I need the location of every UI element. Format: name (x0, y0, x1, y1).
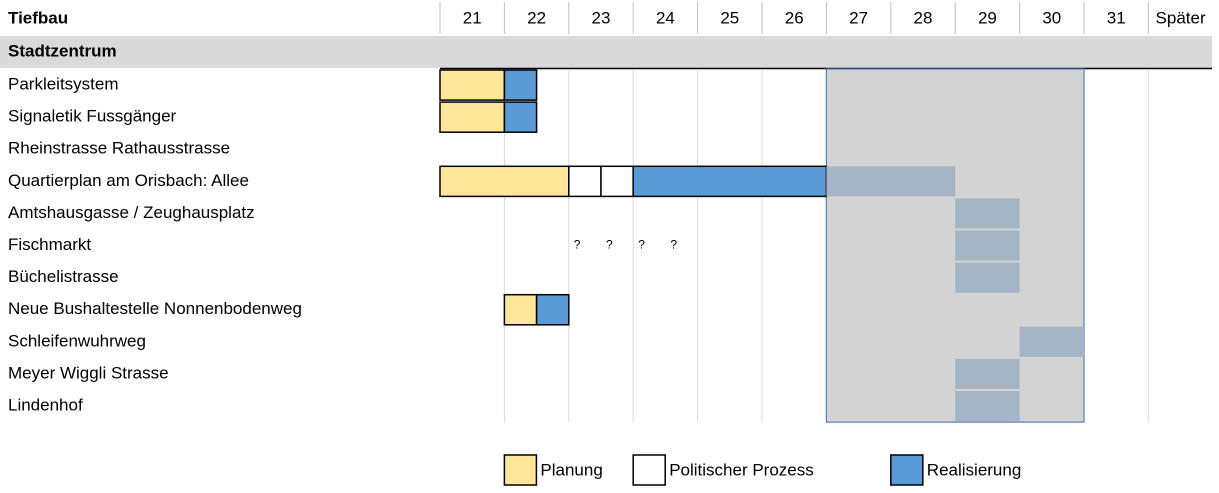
row-label: Büchelistrasse (8, 267, 119, 286)
note: ? (574, 238, 581, 252)
tentative-bar (1019, 326, 1084, 357)
phase-bar (600, 165, 634, 198)
legend-swatch (503, 454, 538, 486)
tentative-bar (955, 358, 1020, 389)
tentative-bar (955, 262, 1020, 293)
row-label: Parkleitsystem (8, 75, 119, 94)
row-label: Rheinstrasse Rathausstrasse (8, 139, 230, 158)
legend-swatch (890, 454, 924, 486)
column-label: 25 (720, 8, 739, 27)
column-label: 26 (785, 8, 804, 27)
legend-label: Realisierung (927, 460, 1022, 479)
section-band (0, 36, 1212, 68)
section-title: Stadtzentrum (8, 41, 117, 60)
phase-bar (503, 293, 538, 326)
row-label: Meyer Wiggli Strasse (8, 363, 169, 382)
tentative-bar (826, 166, 956, 197)
phase-bar (439, 165, 570, 198)
tentative-bar (955, 391, 1020, 422)
phase-bar (503, 69, 538, 101)
chart-title: Tiefbau (8, 8, 68, 27)
column-label: 31 (1107, 8, 1126, 27)
phase-bar (439, 101, 506, 133)
column-label: 21 (463, 8, 482, 27)
column-label: 30 (1042, 8, 1061, 27)
tentative-bar (955, 230, 1020, 261)
note: ? (638, 238, 645, 252)
phase-bar (503, 101, 538, 133)
legend-label: Planung (540, 460, 602, 479)
row-label: Fischmarkt (8, 235, 91, 254)
column-label: 27 (849, 8, 868, 27)
phase-bar (439, 69, 506, 101)
column-label: Später (1156, 8, 1206, 27)
note: ? (606, 238, 613, 252)
tentative-bar (955, 198, 1020, 229)
row-label: Schleifenwuhrweg (8, 331, 146, 350)
column-label: 24 (656, 8, 675, 27)
row-label: Amtshausgasse / Zeughausplatz (8, 203, 255, 222)
row-label: Signaletik Fussgänger (8, 107, 177, 126)
column-label: 28 (914, 8, 933, 27)
phase-bar (568, 165, 602, 198)
row-label: Neue Bushaltestelle Nonnenbodenweg (8, 299, 302, 318)
column-label: 29 (978, 8, 997, 27)
row-label: Lindenhof (8, 396, 83, 415)
legend-swatch (632, 454, 666, 486)
column-label: 23 (592, 8, 611, 27)
row-label: Quartierplan am Orisbach: Allee (8, 171, 249, 190)
column-label: 22 (527, 8, 546, 27)
phase-bar (632, 165, 828, 198)
note: ? (670, 238, 677, 252)
legend-label: Politischer Prozess (669, 460, 814, 479)
phase-bar (535, 293, 570, 326)
